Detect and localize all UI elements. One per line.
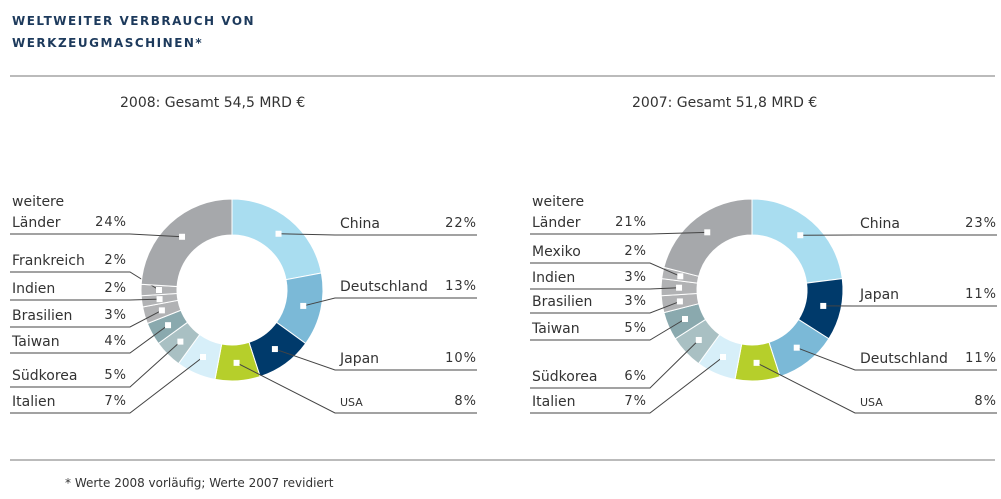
category-label: USA <box>340 396 363 409</box>
category-label: Italien <box>12 394 56 410</box>
category-label: weitere Länder <box>532 194 585 231</box>
value-label: 11% <box>965 287 997 302</box>
value-label: 6% <box>624 369 647 384</box>
category-label: Südkorea <box>532 369 598 385</box>
value-label: 22% <box>445 216 477 231</box>
category-label: Taiwan <box>532 321 580 337</box>
slice-marker <box>165 322 172 329</box>
slice-marker <box>797 232 804 239</box>
category-label: Deutschland <box>860 351 948 367</box>
donut-slice <box>231 198 322 281</box>
chart-subtitle: 2008: Gesamt 54,5 MRD € <box>120 95 306 111</box>
slice-marker <box>275 230 282 237</box>
leader-line <box>10 324 169 354</box>
slice-marker <box>177 338 184 345</box>
category-label: Italien <box>532 394 576 410</box>
leader-line <box>530 231 708 235</box>
slice-marker <box>156 296 163 303</box>
value-label: 3% <box>624 294 647 309</box>
donut-slice <box>663 198 753 277</box>
value-label: 8% <box>454 394 477 409</box>
slice-marker <box>300 302 307 309</box>
leader-line <box>10 356 204 414</box>
value-label: 21% <box>615 215 647 230</box>
slice-marker <box>704 229 711 236</box>
leader-line <box>303 297 477 307</box>
leader-line <box>10 233 183 238</box>
value-label: 23% <box>965 216 997 231</box>
leader-line <box>530 339 700 389</box>
value-label: 11% <box>965 351 997 366</box>
slice-marker <box>676 298 683 305</box>
value-label: 7% <box>624 394 647 409</box>
category-label: Brasilien <box>12 308 73 324</box>
leader-line <box>530 318 686 341</box>
slice-marker <box>271 346 278 353</box>
leader-line <box>530 287 680 290</box>
slice-marker <box>677 273 684 280</box>
category-label: China <box>860 216 900 232</box>
value-label: 24% <box>95 215 127 230</box>
category-label: Japan <box>340 351 380 367</box>
slice-marker <box>179 233 186 240</box>
value-label: 3% <box>624 270 647 285</box>
category-label: Südkorea <box>12 368 78 384</box>
page-title: WELTWEITER VERBRAUCH VON WERKZEUGMASCHIN… <box>12 14 256 50</box>
slice-marker <box>233 359 240 366</box>
leader-line <box>278 233 477 236</box>
leader-line <box>10 309 163 328</box>
value-label: 2% <box>624 244 647 259</box>
leader-line <box>756 362 997 414</box>
slice-marker <box>695 336 702 343</box>
slice-marker <box>682 315 689 322</box>
value-label: 4% <box>104 334 127 349</box>
leader-line <box>530 300 681 314</box>
leader-line <box>796 347 997 371</box>
category-label: Frankreich <box>12 253 85 269</box>
value-label: 2% <box>104 281 127 296</box>
category-label: Mexiko <box>532 244 581 260</box>
value-label: 10% <box>445 351 477 366</box>
leader-line <box>236 362 477 414</box>
value-label: 13% <box>445 279 477 294</box>
leader-line <box>10 298 160 301</box>
value-label: 7% <box>104 394 127 409</box>
slice-marker <box>156 287 162 293</box>
slice-marker <box>793 344 800 351</box>
category-label: weitere Länder <box>12 194 65 231</box>
slice-marker <box>820 302 827 309</box>
slice-marker <box>200 353 207 360</box>
category-label: Indien <box>12 281 56 297</box>
donut-slice <box>140 198 233 288</box>
category-label: China <box>340 216 380 232</box>
slice-marker <box>753 359 760 366</box>
donut-slice <box>751 198 843 284</box>
leader-line <box>10 341 181 388</box>
leader-line <box>274 348 477 371</box>
slice-marker <box>676 284 683 291</box>
value-label: 5% <box>104 368 127 383</box>
category-label: USA <box>860 396 883 409</box>
category-label: Indien <box>532 270 576 286</box>
value-label: 2% <box>104 253 127 268</box>
slice-marker <box>720 353 727 360</box>
footnote: * Werte 2008 vorläufig; Werte 2007 revid… <box>65 476 334 490</box>
chart-subtitle: 2007: Gesamt 51,8 MRD € <box>632 95 818 111</box>
category-label: Brasilien <box>532 294 593 310</box>
value-label: 5% <box>624 321 647 336</box>
category-label: Deutschland <box>340 279 428 295</box>
leader-line <box>530 356 724 414</box>
category-label: Japan <box>860 287 900 303</box>
category-label: Taiwan <box>12 334 60 350</box>
leader-line <box>530 262 681 277</box>
value-label: 3% <box>104 308 127 323</box>
slice-marker <box>158 307 165 314</box>
value-label: 8% <box>974 394 997 409</box>
